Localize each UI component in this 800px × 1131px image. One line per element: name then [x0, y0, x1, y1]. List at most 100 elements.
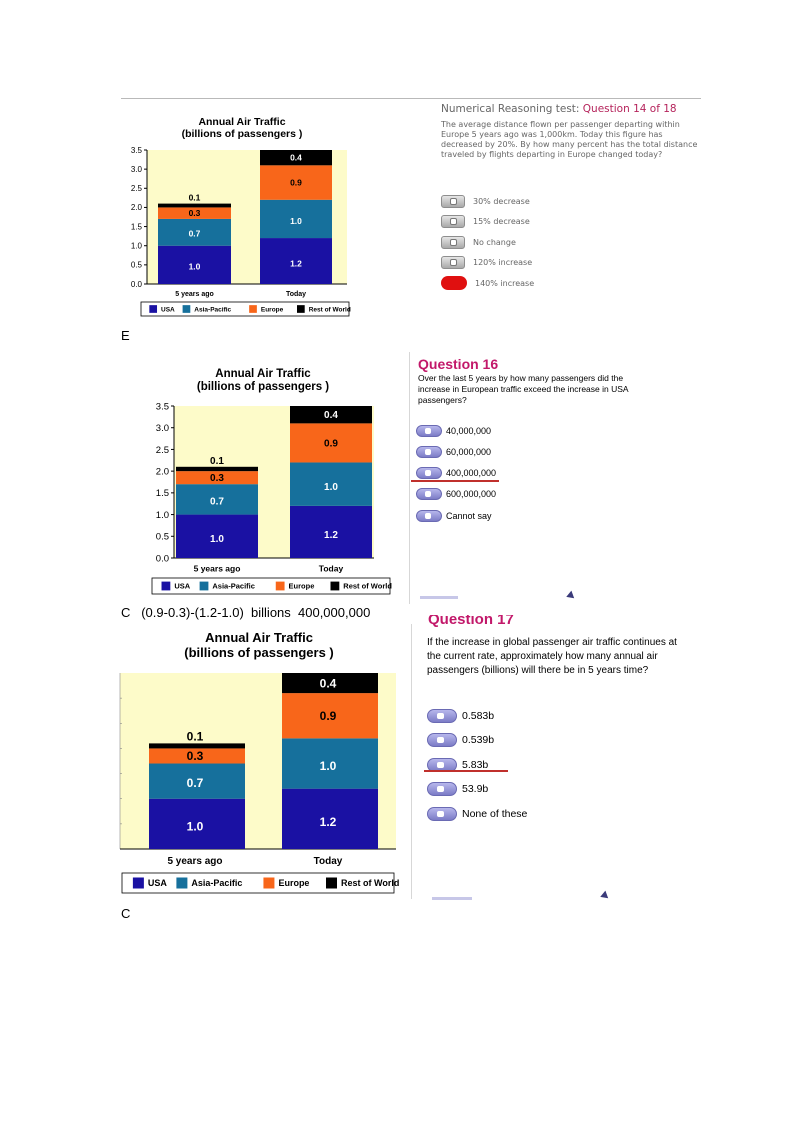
- x-category-label: 5 years ago: [194, 564, 241, 574]
- bar-data-label: 0.1: [210, 456, 224, 467]
- q14-question-number: Question 14 of 18: [582, 103, 677, 115]
- bar-data-label: 0.7: [210, 496, 224, 507]
- bar-data-label: 0.1: [189, 193, 201, 203]
- bar-data-label: 0.9: [324, 438, 338, 449]
- y-tick-label: 1.5: [131, 222, 143, 231]
- q16-option-4[interactable]: 600,000,000: [416, 487, 496, 501]
- legend-swatch: [249, 305, 257, 313]
- legend-swatch: [149, 305, 158, 313]
- q17-option-label: 5.83b: [462, 759, 489, 771]
- radio-button-icon[interactable]: [427, 807, 457, 821]
- bar-segment: [290, 423, 372, 463]
- bar-data-label: 0.7: [187, 776, 204, 790]
- legend-swatch: [263, 877, 275, 889]
- q14-answer: E: [121, 328, 130, 343]
- q17-bottom-bar: [432, 897, 472, 900]
- y-tick-label: 2.0: [131, 203, 143, 212]
- y-tick-label: 3.5: [156, 401, 169, 412]
- chart-subtitle: (billions of passengers ): [197, 381, 329, 393]
- air-traffic-chart-2: Annual Air Traffic (billions of passenger…: [132, 362, 394, 598]
- y-tick-label: 1.0: [131, 242, 143, 251]
- bar-data-label: 1.0: [320, 759, 337, 773]
- legend-swatch: [326, 877, 337, 889]
- legend-swatch: [330, 581, 340, 591]
- q17-option-2[interactable]: 0.539b: [427, 732, 494, 748]
- cursor-arrow-icon: [566, 590, 577, 602]
- q16-option-label: 400,000,000: [446, 468, 497, 478]
- q14-option-label: No change: [473, 237, 516, 247]
- q14-option-2[interactable]: 15% decrease: [441, 214, 530, 228]
- bar-segment: [158, 218, 231, 246]
- y-tick-label: 3.0: [131, 165, 143, 174]
- chart-1-svg: Annual Air Traffic(billions of passenger…: [131, 116, 351, 317]
- bar-data-label: 0.7: [189, 229, 201, 239]
- q14-option-4[interactable]: 120% increase: [441, 255, 532, 269]
- air-traffic-chart-1: Annual Air Traffic (billions of passenger…: [122, 110, 362, 320]
- q14-option-1[interactable]: 30% decrease: [441, 194, 530, 208]
- y-tick-label: 2.5: [131, 184, 143, 193]
- legend-label: Europe: [289, 582, 315, 591]
- radio-button-icon[interactable]: [416, 467, 442, 479]
- radio-button-icon[interactable]: [441, 235, 465, 249]
- q17-option-1[interactable]: 0.583b: [427, 708, 494, 724]
- legend-swatch: [161, 581, 171, 591]
- y-tick-label: 0.0: [156, 553, 169, 564]
- y-tick-label: 1.5: [156, 488, 169, 499]
- q17-option-5[interactable]: None of these: [427, 806, 527, 822]
- q16-bottom-bar: [420, 596, 458, 599]
- radio-button-icon[interactable]: [427, 709, 457, 723]
- bar-segment: [282, 693, 378, 739]
- q14-option-5[interactable]: 140% increase: [441, 276, 534, 290]
- bar-data-label: 0.3: [187, 749, 204, 763]
- radio-button-icon[interactable]: [416, 488, 442, 500]
- radio-button-icon[interactable]: [416, 510, 442, 522]
- q14-test-label: Numerical Reasoning test:: [441, 103, 583, 115]
- legend-swatch: [199, 581, 209, 591]
- legend-swatch: [182, 305, 191, 313]
- legend-label: Europe: [261, 306, 284, 313]
- legend-label: USA: [161, 306, 175, 313]
- cursor-arrow-icon: [600, 890, 611, 902]
- q16-answer: C (0.9-0.3)-(1.2-1.0) billions 400,000,0…: [121, 605, 371, 620]
- top-rule: [121, 98, 701, 99]
- bar-segment: [149, 743, 245, 749]
- q17-panel-border: [411, 624, 412, 899]
- radio-button-icon[interactable]: [441, 194, 465, 208]
- q14-option-label: 120% increase: [473, 257, 533, 267]
- radio-button-icon[interactable]: [427, 782, 457, 796]
- bar-segment: [158, 207, 231, 219]
- bar-data-label: 0.4: [324, 410, 338, 421]
- y-tick-label: 2.5: [156, 445, 169, 456]
- bar-segment: [149, 763, 245, 799]
- q16-option-label: 60,000,000: [446, 447, 492, 457]
- q16-option-5[interactable]: Cannot say: [416, 509, 492, 523]
- y-tick-label: 3.0: [156, 423, 169, 434]
- bar-segment: [176, 466, 258, 472]
- q16-option-3[interactable]: 400,000,000: [416, 466, 496, 480]
- radio-button-icon[interactable]: [416, 446, 442, 458]
- q14-option-label: 30% decrease: [473, 196, 530, 206]
- legend-label: Europe: [278, 878, 309, 888]
- bar-segment: [282, 788, 378, 849]
- chart-title: Annual Air Traffic: [215, 368, 311, 380]
- radio-button-icon[interactable]: [416, 425, 442, 437]
- radio-button-icon[interactable]: [441, 214, 465, 228]
- radio-button-icon[interactable]: [427, 733, 457, 747]
- bar-segment: [290, 462, 372, 506]
- bar-segment: [176, 471, 258, 485]
- bar-segment: [260, 150, 332, 166]
- bar-data-label: 0.4: [320, 676, 337, 690]
- legend-swatch: [275, 581, 285, 591]
- radio-button-icon[interactable]: [441, 255, 465, 269]
- q16-option-label: Cannot say: [446, 511, 492, 521]
- bar-data-label: 1.0: [189, 262, 201, 272]
- y-tick-label: 2.0: [156, 466, 169, 477]
- bar-segment: [260, 199, 332, 239]
- q16-option-2[interactable]: 60,000,000: [416, 445, 491, 459]
- selected-mark-icon[interactable]: [441, 276, 467, 290]
- q16-option-1[interactable]: 40,000,000: [416, 424, 491, 438]
- x-category-label: Today: [286, 291, 306, 298]
- q17-option-4[interactable]: 53.9b: [427, 781, 488, 797]
- q16-title: Question 16: [418, 356, 499, 372]
- q14-option-3[interactable]: No change: [441, 235, 516, 249]
